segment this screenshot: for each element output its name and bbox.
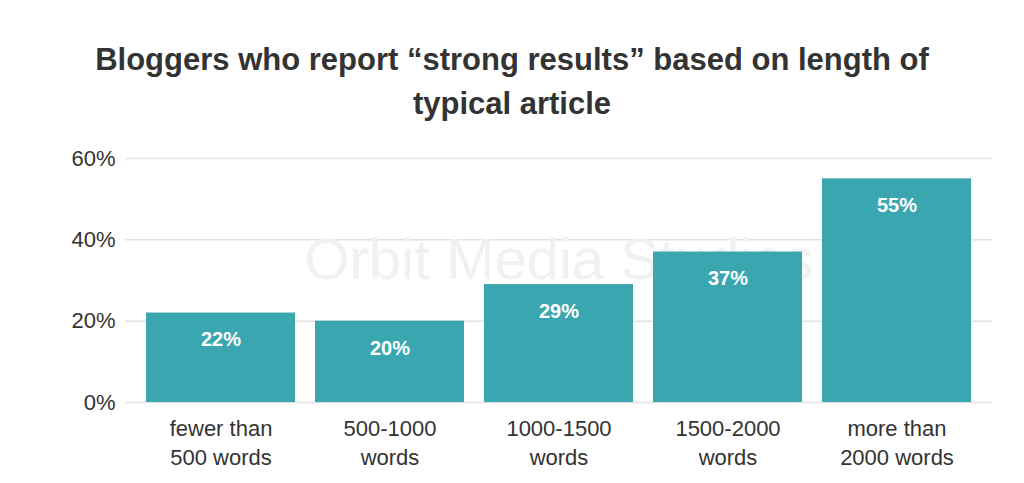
- svg-text:40%: 40%: [71, 227, 115, 252]
- svg-text:20%: 20%: [370, 337, 410, 359]
- svg-text:29%: 29%: [539, 300, 579, 322]
- svg-text:37%: 37%: [708, 267, 748, 289]
- svg-text:55%: 55%: [877, 194, 917, 216]
- svg-text:fewer than500 words: fewer than500 words: [170, 416, 273, 471]
- svg-text:20%: 20%: [71, 308, 115, 333]
- svg-text:22%: 22%: [201, 328, 241, 350]
- svg-text:60%: 60%: [71, 146, 115, 171]
- svg-text:500-1000words: 500-1000words: [344, 416, 437, 471]
- svg-text:more than2000 words: more than2000 words: [840, 416, 954, 471]
- svg-text:Orbit Media Studios: Orbit Media Studios: [304, 226, 814, 292]
- svg-text:0%: 0%: [84, 390, 116, 415]
- svg-text:1000-1500words: 1000-1500words: [506, 416, 611, 471]
- html-text:Bloggers who report “strong re: Bloggers who report “strong results” bas…: [95, 42, 929, 121]
- svg-text:1500-2000words: 1500-2000words: [675, 416, 780, 471]
